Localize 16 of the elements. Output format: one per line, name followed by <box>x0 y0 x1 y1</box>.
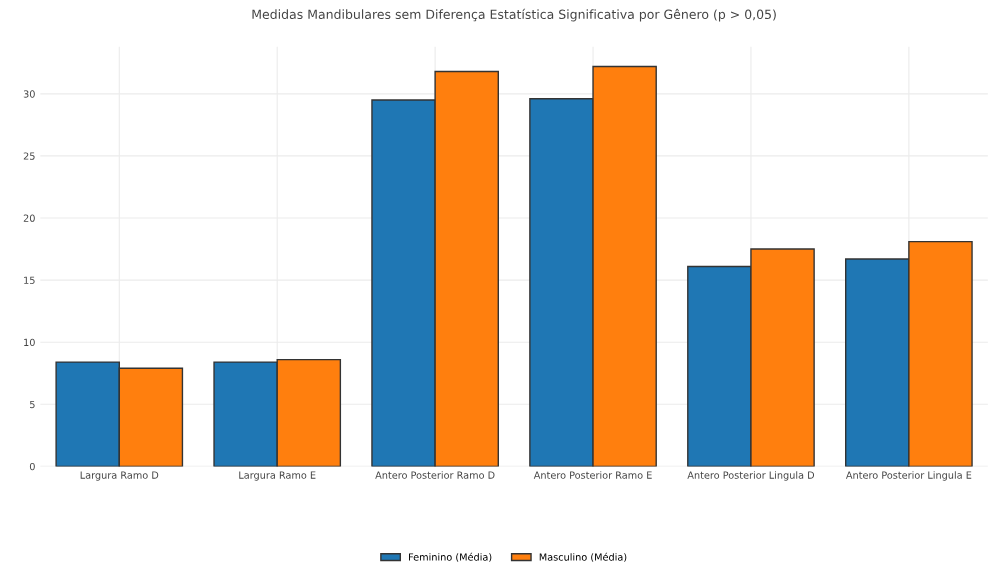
chart-title: Medidas Mandibulares sem Diferença Estatística Significativa por Gênero (p > 0,05) <box>252 8 776 22</box>
x-tick-label: Antero Posterior Lingula E <box>845 471 972 481</box>
y-tick-label: 5 <box>30 400 35 409</box>
y-tick-label: 25 <box>23 152 35 160</box>
x-tick-label: Antero Posterior Ramo D <box>375 471 495 479</box>
x-tick-label: Largura Ramo D <box>80 471 159 481</box>
legend-label: Feminino (Média) <box>409 552 492 562</box>
x-tick-label: Antero Posterior Ramo E <box>533 471 652 479</box>
x-tick-label: Antero Posterior Lingula D <box>687 471 815 481</box>
y-tick-label: 30 <box>23 90 35 98</box>
y-tick-label: 0 <box>29 462 35 471</box>
y-tick-label: 15 <box>24 276 35 284</box>
y-tick-label: 10 <box>24 338 35 347</box>
legend-label: Masculino (Média) <box>539 552 627 562</box>
y-tick-label: 20 <box>23 214 35 222</box>
x-tick-label: Largura Ramo E <box>239 471 316 481</box>
